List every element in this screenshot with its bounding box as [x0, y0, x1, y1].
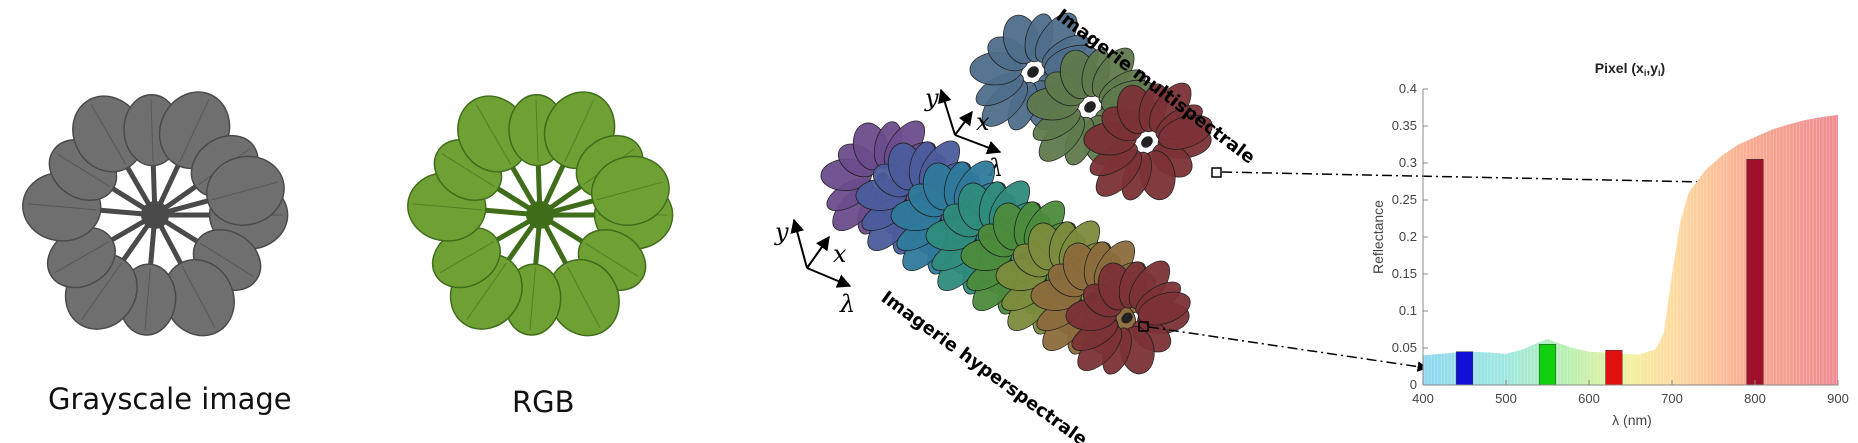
- x-tick-label: 600: [1578, 391, 1600, 406]
- y-tick-label: 0.3: [1399, 155, 1417, 170]
- hyper-axis-x-label: x: [833, 240, 847, 268]
- hyperspectral-band: [1065, 260, 1191, 375]
- multispectral-band: [1083, 82, 1213, 201]
- grayscale-caption: Grayscale image: [48, 382, 292, 416]
- multispectral-pixel-arrow: [1221, 171, 1754, 189]
- multispectral-band-stack: [969, 12, 1213, 201]
- hyperspectral-pixel-arrow: [1148, 326, 1429, 372]
- x-tick-label: 400: [1412, 391, 1434, 406]
- chart-title-sub-2: i: [1658, 68, 1661, 78]
- y-tick-label: 0.05: [1392, 340, 1417, 355]
- y-tick-label: 0.15: [1392, 266, 1417, 281]
- grayscale-plant-image: [22, 91, 289, 337]
- y-tick-labels: 0 0.05 0.1 0.15 0.2 0.25 0.3 0.35 0.4: [1392, 81, 1417, 392]
- x-tick-label: 900: [1827, 391, 1849, 406]
- rgb-plant-image: [407, 91, 674, 337]
- y-tick-label: 0.1: [1399, 303, 1417, 318]
- y-tick-label: 0.25: [1392, 192, 1417, 207]
- x-tick-label: 800: [1744, 391, 1766, 406]
- chart-title: Pixel (xi,yi): [1595, 60, 1665, 78]
- hyperspectral-band-stack: [820, 120, 1191, 375]
- rgb-leaf: [431, 212, 542, 289]
- hyperspectral-cube: y x λ Imagerie hyperspectrale: [774, 120, 1191, 443]
- multi-axis-x-label: x: [976, 108, 990, 136]
- rgb-leaf: [539, 155, 670, 226]
- multispectral-axes: y x λ: [924, 84, 1003, 182]
- rgb-caption: RGB: [512, 385, 575, 419]
- chart-title-sub-1: i: [1644, 68, 1647, 78]
- chart-y-label: Reflectance: [1370, 200, 1386, 274]
- hyperspectral-axes: y x λ: [774, 218, 855, 318]
- grayscale-center: [141, 201, 169, 229]
- multispectral-pixel-marker: [1211, 167, 1222, 178]
- band-bars: [1455, 159, 1764, 386]
- x-tick-label: 700: [1661, 391, 1683, 406]
- chart-x-label: λ (nm): [1612, 412, 1652, 428]
- spectrum-area: [1423, 114, 1838, 386]
- y-tick-label: 0.2: [1399, 229, 1417, 244]
- band-bar: [1455, 351, 1474, 386]
- y-tick-label: 0.4: [1399, 81, 1417, 96]
- reflectance-chart: 400 500 600 700 800 900 0 0.05 0.1 0.15 0.2 0.25 0.…: [1370, 60, 1849, 428]
- x-tick-labels: 400 500 600 700 800 900: [1412, 391, 1849, 406]
- spectrum-fill: [1423, 114, 1838, 386]
- band-bar: [1605, 349, 1623, 386]
- chart-axes: [1422, 88, 1839, 386]
- multi-axis-y-label: y: [924, 84, 939, 112]
- band-bar: [1538, 344, 1557, 386]
- rgb-center: [526, 201, 554, 229]
- multispectral-cube: y x λ Imagerie multispectrale: [924, 5, 1259, 201]
- hyper-axis-lambda-label: λ: [839, 290, 855, 318]
- y-tick-label: 0: [1410, 377, 1417, 392]
- hyperspectral-pixel-marker: [1138, 321, 1149, 332]
- y-tick-label: 0.35: [1392, 118, 1417, 133]
- band-bar: [1746, 159, 1764, 386]
- hyper-axis-y-label: y: [774, 218, 789, 246]
- x-tick-label: 500: [1495, 391, 1517, 406]
